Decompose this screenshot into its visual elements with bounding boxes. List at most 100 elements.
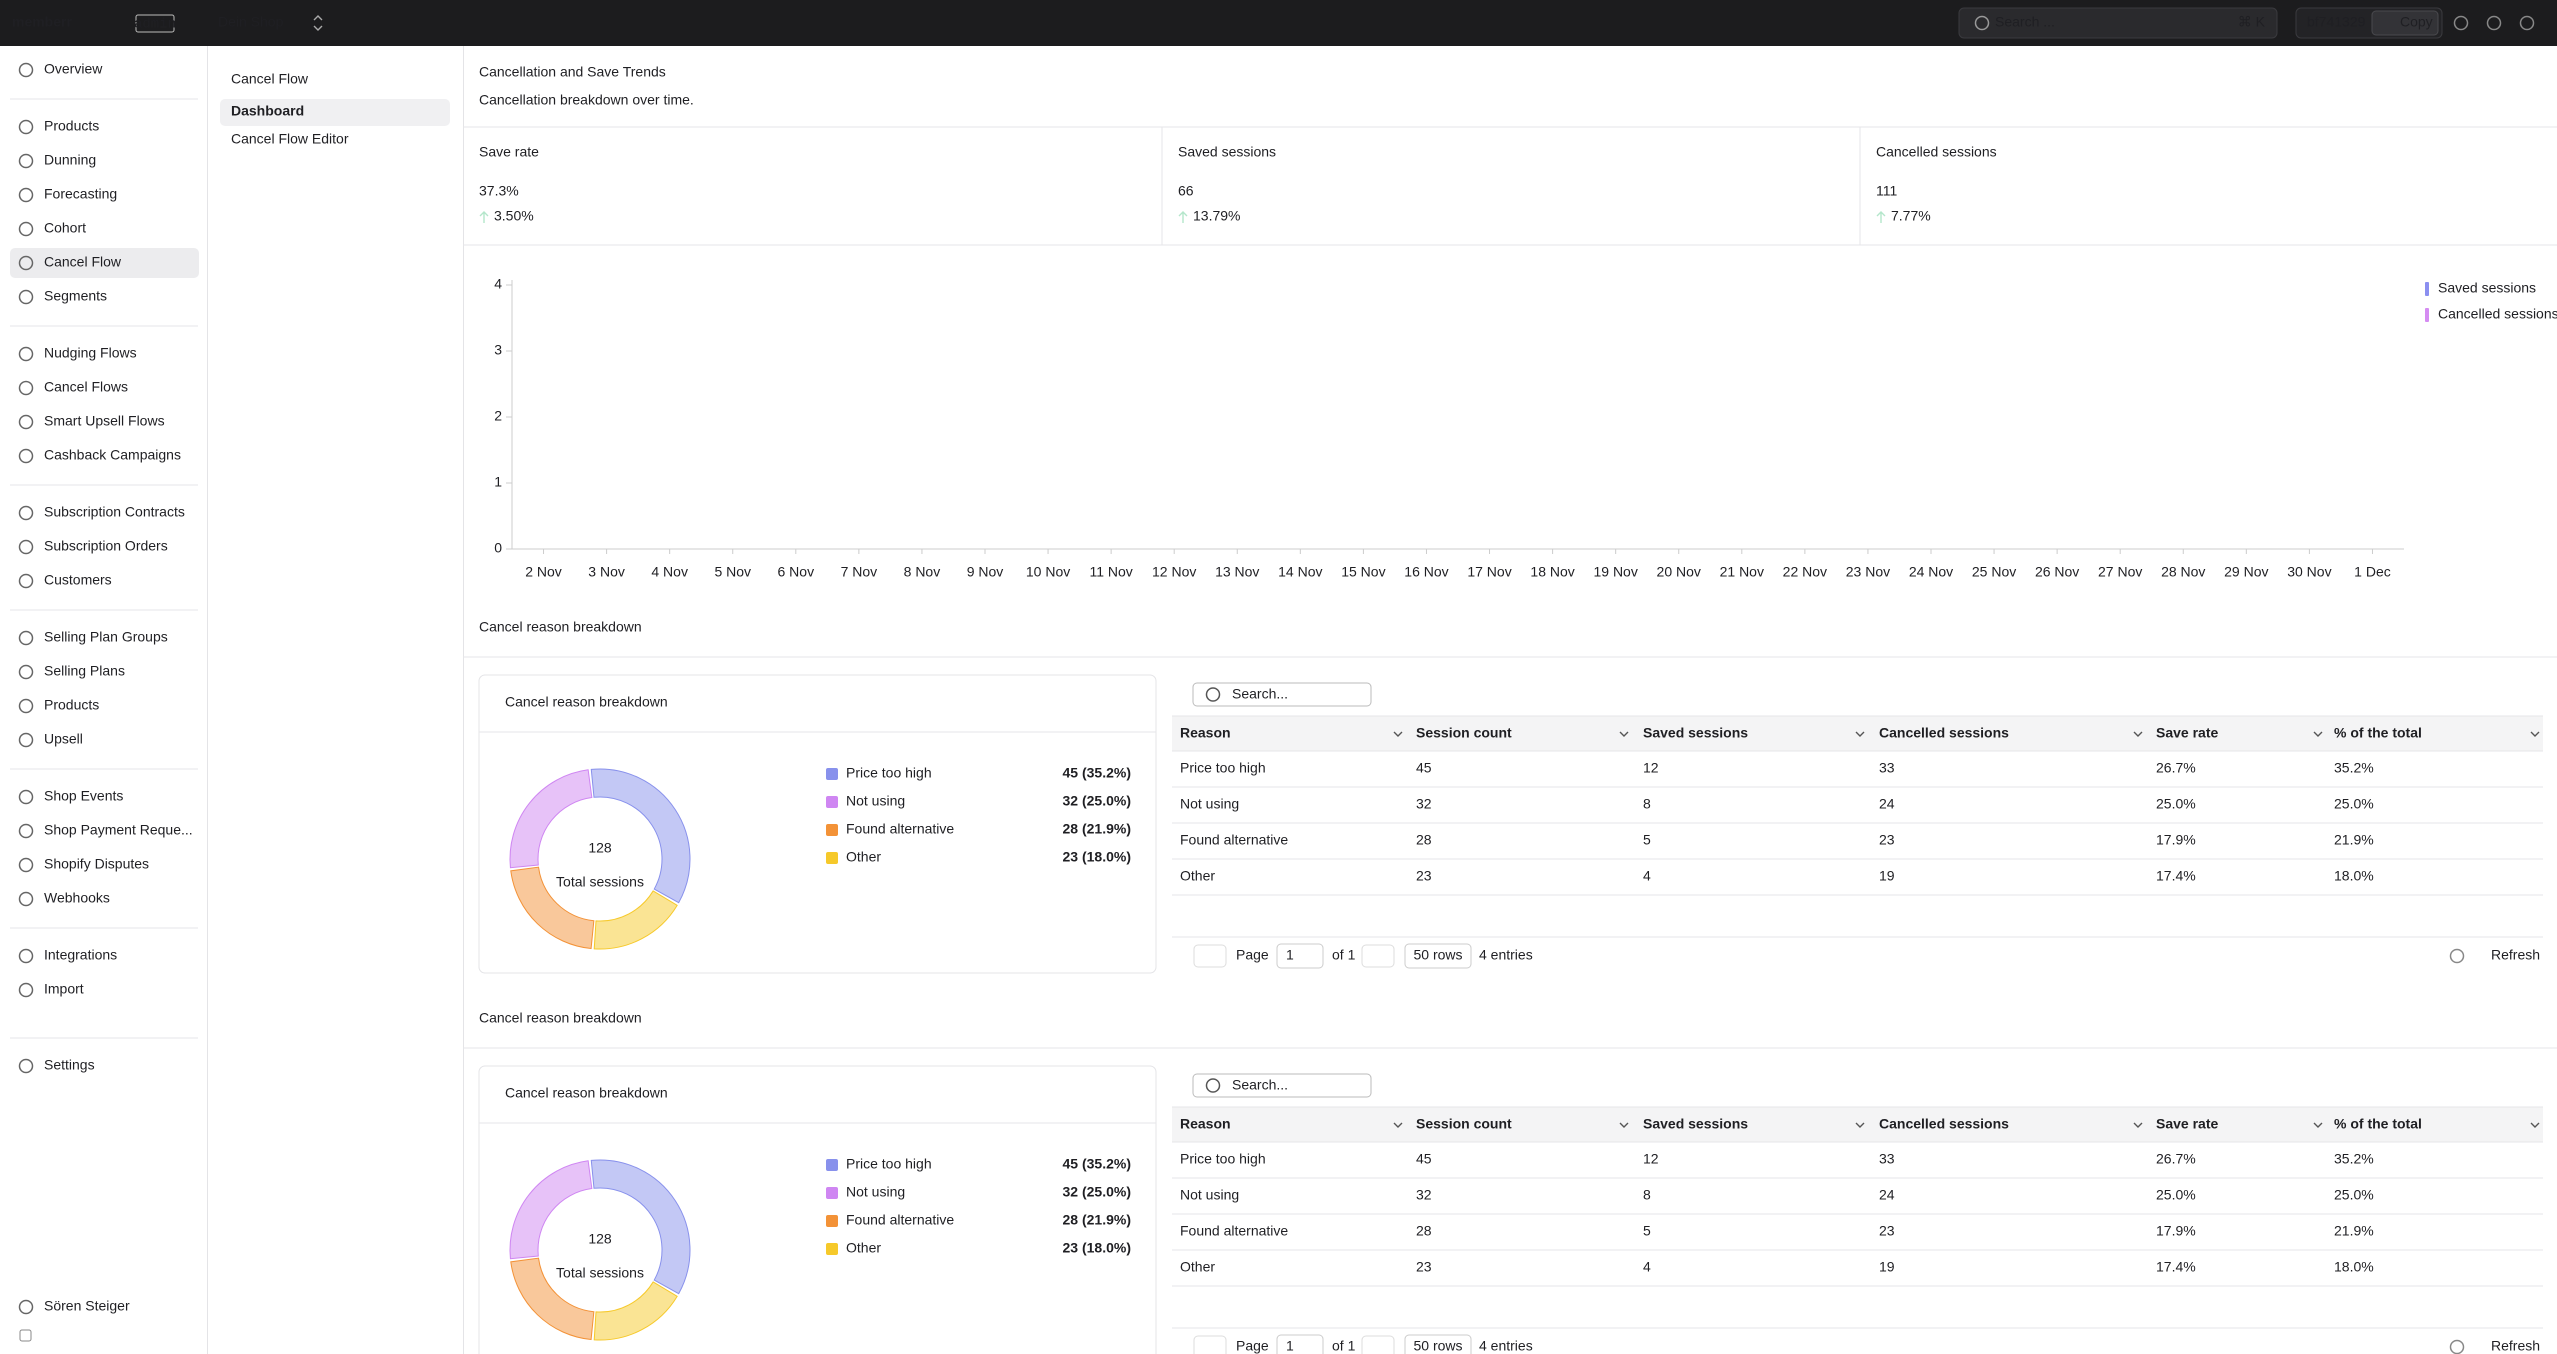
subnav-item[interactable]: Dashboard xyxy=(231,103,304,119)
page-title: Cancellation and Save Trends xyxy=(479,64,666,80)
shop-switcher[interactable]: Dein Shop xyxy=(218,14,284,30)
rows-select[interactable] xyxy=(1404,943,1472,969)
collapse-icon[interactable] xyxy=(19,1329,32,1342)
stat-change: 7.77% xyxy=(1891,208,1931,224)
column-header[interactable]: Save rate xyxy=(2156,725,2218,741)
refresh-button[interactable]: Refresh xyxy=(2491,947,2540,963)
entries-count: 4 entries xyxy=(1479,947,1533,963)
page-input[interactable] xyxy=(1276,1334,1324,1354)
prev-page[interactable] xyxy=(1193,944,1227,968)
subnav-active-bg xyxy=(220,99,450,126)
column-header[interactable]: Cancelled sessions xyxy=(1879,725,2009,741)
nav-item[interactable]: Settings xyxy=(44,1057,95,1073)
nav-item[interactable]: Subscription Contracts xyxy=(44,504,185,520)
top-icon xyxy=(2453,15,2469,31)
nav-item[interactable]: Shop Events xyxy=(44,788,123,804)
table-cell: 45 xyxy=(1416,1151,1432,1167)
column-header[interactable]: Session count xyxy=(1416,1116,1512,1132)
nav-item[interactable]: Import xyxy=(44,981,84,997)
table-search[interactable] xyxy=(1192,682,1372,707)
x-tick-label: 2 Nov xyxy=(525,564,562,580)
next-page[interactable] xyxy=(1361,1335,1395,1354)
search-box[interactable] xyxy=(1958,7,2278,39)
card-title: Cancel reason breakdown xyxy=(505,694,668,710)
nav-item[interactable]: Integrations xyxy=(44,947,117,963)
stat-change: 3.50% xyxy=(494,208,534,224)
column-header[interactable]: % of the total xyxy=(2334,1116,2422,1132)
legend-swatch xyxy=(826,824,838,836)
column-menu xyxy=(2313,1122,2323,1128)
table-cell: 32 xyxy=(1416,796,1432,812)
nav-item[interactable]: Upsell xyxy=(44,731,83,747)
x-tick-label: 7 Nov xyxy=(841,564,878,580)
nav-icon xyxy=(18,891,34,907)
rows-per-page[interactable]: 50 rows xyxy=(1413,947,1462,963)
legend-swatch xyxy=(826,796,838,808)
table-cell: 17.4% xyxy=(2156,868,2196,884)
legend-value: 23 (18.0%) xyxy=(1063,1240,1131,1256)
donut-total: 128 xyxy=(588,1231,612,1247)
table-cell: 28 xyxy=(1416,1223,1432,1239)
refresh-button[interactable]: Refresh xyxy=(2491,1338,2540,1354)
nav-item[interactable]: Cashback Campaigns xyxy=(44,447,181,463)
rows-select[interactable] xyxy=(1404,1334,1472,1354)
table-cell: 23 xyxy=(1416,1259,1432,1275)
column-header[interactable]: Saved sessions xyxy=(1643,725,1748,741)
table-search[interactable] xyxy=(1192,1073,1372,1098)
nav-item[interactable]: Overview xyxy=(44,61,103,77)
table-cell: 23 xyxy=(1416,868,1432,884)
card-title: Cancel reason breakdown xyxy=(505,1085,668,1101)
nav-item[interactable]: Cancel Flow xyxy=(44,254,122,270)
nav-icon xyxy=(18,1058,34,1074)
prev-page[interactable] xyxy=(1193,1335,1227,1354)
nav-item[interactable]: Selling Plans xyxy=(44,663,125,679)
page-input[interactable] xyxy=(1276,943,1324,969)
table-cell: Found alternative xyxy=(1180,1223,1288,1239)
legend-label[interactable]: Cancelled sessions xyxy=(2438,306,2557,322)
nav-item[interactable]: Cancel Flows xyxy=(44,379,128,395)
nav-item[interactable]: Forecasting xyxy=(44,186,117,202)
subnav-item[interactable]: Cancel Flow xyxy=(231,71,309,87)
column-header[interactable]: Saved sessions xyxy=(1643,1116,1748,1132)
y-tick-label: 4 xyxy=(494,276,502,292)
nav-item[interactable]: Dunning xyxy=(44,152,96,168)
nav-item[interactable]: Subscription Orders xyxy=(44,538,168,554)
section-title: Cancel reason breakdown xyxy=(479,1010,642,1026)
page-of: of 1 xyxy=(1332,947,1356,963)
y-tick-label: 2 xyxy=(494,408,502,424)
nav-item[interactable]: Smart Upsell Flows xyxy=(44,413,165,429)
column-header[interactable]: Session count xyxy=(1416,725,1512,741)
subnav-border xyxy=(463,46,464,1354)
column-header[interactable]: % of the total xyxy=(2334,725,2422,741)
table-cell: Found alternative xyxy=(1180,832,1288,848)
rows-per-page[interactable]: 50 rows xyxy=(1413,1338,1462,1354)
nav-item[interactable]: Cohort xyxy=(44,220,86,236)
nav-item[interactable]: Segments xyxy=(44,288,107,304)
table-cell: 5 xyxy=(1643,1223,1651,1239)
legend-label: Other xyxy=(846,1240,881,1256)
column-header[interactable]: Save rate xyxy=(2156,1116,2218,1132)
nav-item[interactable]: Shopify Disputes xyxy=(44,856,149,872)
nav-item[interactable]: Products xyxy=(44,118,99,134)
nav-item[interactable]: Customers xyxy=(44,572,112,588)
column-header[interactable]: Reason xyxy=(1180,725,1231,741)
copy-button[interactable] xyxy=(2371,10,2439,36)
nav-item[interactable]: Products xyxy=(44,697,99,713)
column-header[interactable]: Cancelled sessions xyxy=(1879,1116,2009,1132)
table-cell: 8 xyxy=(1643,796,1651,812)
subnav-item[interactable]: Cancel Flow Editor xyxy=(231,131,349,147)
column-header[interactable]: Reason xyxy=(1180,1116,1231,1132)
nav-icon xyxy=(18,153,34,169)
column-menu xyxy=(1393,1122,1403,1128)
legend-swatch xyxy=(2425,282,2429,296)
user-name[interactable]: Sören Steiger xyxy=(44,1298,130,1314)
legend-label[interactable]: Saved sessions xyxy=(2438,280,2536,296)
nav-item[interactable]: Webhooks xyxy=(44,890,110,906)
next-page[interactable] xyxy=(1361,944,1395,968)
nav-item[interactable]: Selling Plan Groups xyxy=(44,629,168,645)
nav-item[interactable]: Shop Payment Reque... xyxy=(44,822,193,838)
nav-item[interactable]: Nudging Flows xyxy=(44,345,137,361)
stat-change: 13.79% xyxy=(1193,208,1240,224)
copy-label[interactable]: Copy xyxy=(2400,14,2433,30)
